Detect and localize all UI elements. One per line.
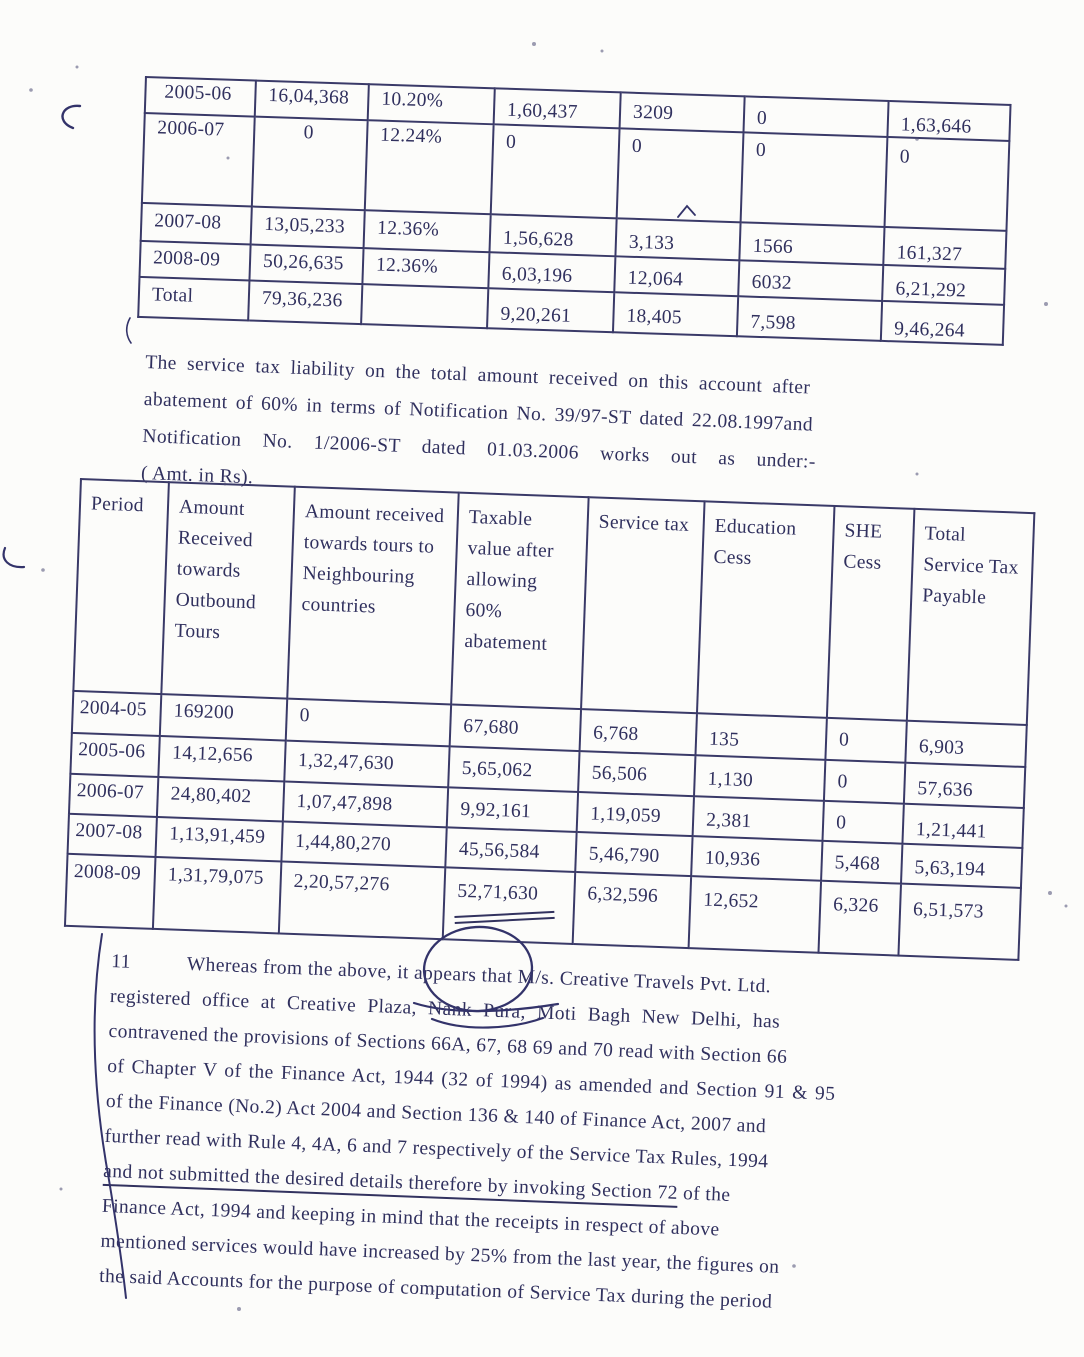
t2-cell: 2,381	[692, 796, 824, 841]
t1-cell: 3,133	[615, 218, 741, 261]
t2-cell: 52,71,630	[442, 867, 576, 944]
t2-cell: 6,32,596	[572, 871, 692, 949]
t1-cell: 7,598	[736, 296, 883, 341]
t2-cell: 2007-08	[67, 813, 157, 857]
t1-cell: 0	[743, 96, 889, 137]
t1-cell: 0	[616, 128, 744, 223]
t1-cell: 10.20%	[367, 84, 495, 125]
t2-cell: 57,636	[903, 762, 1026, 808]
t1-cell: 0	[884, 136, 1010, 231]
t1-cell: 2007-08	[140, 202, 252, 245]
t2-cell: 2005-06	[70, 732, 160, 777]
t2-cell: 0	[822, 800, 904, 844]
double-underline-mark	[454, 910, 555, 925]
t2-header-cell: Amount received towards tours to Neighbo…	[287, 486, 459, 705]
t2-header-cell: Service tax	[581, 497, 705, 714]
para-number: 11	[110, 950, 132, 973]
text-segment: of the	[677, 1182, 731, 1206]
t1-cell: 2005-06	[144, 77, 256, 117]
t2-cell: 5,46,790	[575, 831, 693, 877]
t1-cell: 12,064	[614, 256, 740, 297]
t1-cell: 0	[740, 132, 888, 227]
t1-cell: 12.36%	[363, 210, 491, 253]
t1-cell: 1,60,437	[493, 88, 621, 129]
t1-cell: 1566	[739, 222, 885, 265]
t2-cell: 2004-05	[71, 690, 162, 737]
t2-cell: 2,20,57,276	[278, 861, 446, 940]
t1-cell: 9,46,264	[880, 300, 1005, 345]
t1-cell: 6,21,292	[882, 264, 1006, 305]
t1-cell: 2008-09	[139, 240, 251, 281]
t2-cell: 1,31,79,075	[152, 856, 282, 934]
t2-cell: 169200	[159, 694, 288, 741]
t1-cell: 12.24%	[364, 120, 494, 215]
t2-cell: 56,506	[578, 751, 696, 797]
t2-cell: 1,07,47,898	[282, 781, 449, 828]
t1-cell: 2006-07	[141, 113, 255, 207]
t2-header-cell: Amount Received towards Outbound Tours	[161, 482, 295, 699]
t2-cell: 1,44,80,270	[281, 821, 447, 868]
t2-cell: 0	[825, 717, 907, 763]
t1-cell	[361, 284, 489, 329]
t1-cell: 6,03,196	[488, 252, 616, 293]
service-tax-table: Period Amount Received towards Outbound …	[64, 478, 1035, 961]
t2-cell: 1,32,47,630	[284, 740, 450, 788]
t2-cell: 1,13,91,459	[155, 816, 283, 862]
t1-cell: 161,327	[883, 226, 1007, 269]
t1-cell: 1,63,646	[887, 101, 1011, 141]
t1-cell: 50,26,635	[249, 244, 364, 285]
t2-cell: 24,80,402	[156, 776, 285, 822]
t2-cell: 12,652	[688, 876, 822, 953]
t2-cell: 0	[285, 698, 452, 747]
t2-cell: 10,936	[691, 836, 823, 881]
t1-cell: 9,20,261	[487, 288, 615, 333]
t2-header-cell: Period	[73, 479, 169, 695]
t2-cell: 6,768	[579, 709, 697, 756]
t2-cell: 14,12,656	[158, 736, 286, 782]
t2-cell: 67,680	[449, 704, 582, 752]
margin-tick	[125, 317, 132, 344]
t1-cell: 3209	[619, 92, 745, 133]
t1-cell: 6032	[738, 260, 884, 301]
t1-cell: 16,04,368	[254, 80, 369, 121]
upper-table: 2005-06 16,04,368 10.20% 1,60,437 3209 0…	[137, 76, 1011, 346]
t2-cell: 5,63,194	[901, 843, 1023, 888]
t2-cell: 45,56,584	[445, 827, 577, 872]
t2-header-cell: Total Service Tax Payable	[906, 508, 1035, 726]
t2-cell: 1,130	[694, 755, 826, 801]
t1-cell: 12.36%	[362, 248, 490, 289]
t2-header-cell: SHE Cess	[826, 506, 915, 721]
t2-cell: 6,51,573	[898, 883, 1021, 960]
t2-cell: 0	[823, 759, 906, 804]
table-header-row: Period Amount Received towards Outbound …	[73, 479, 1035, 726]
t2-cell: 5,468	[821, 840, 903, 884]
t2-cell: 9,92,161	[446, 787, 579, 832]
t1-cell: 18,405	[612, 292, 739, 337]
para-11: 11 Whereas from the above, it appears tha…	[99, 944, 912, 1324]
t2-cell: 2008-09	[64, 853, 156, 929]
t1-cell: 1,56,628	[489, 214, 617, 257]
t2-header-cell: Education Cess	[696, 501, 835, 718]
t1-cell: 79,36,236	[248, 280, 363, 325]
margin-curl-top	[61, 104, 82, 130]
t1-cell: 13,05,233	[250, 206, 365, 249]
t1-cell: 0	[490, 124, 620, 219]
t2-header-cell: Taxable value after allowing 60% abateme…	[451, 492, 589, 710]
t1-cell: Total	[138, 276, 250, 321]
t2-cell: 6,326	[818, 880, 902, 956]
t2-cell: 135	[695, 713, 827, 760]
t2-cell: 1,21,441	[902, 803, 1024, 848]
t1-cell: 0	[251, 116, 368, 211]
t2-cell: 6,903	[905, 720, 1027, 767]
taxable-value-2008-09: 52,71,630	[457, 880, 539, 905]
t2-cell: 1,19,059	[576, 792, 695, 837]
t2-cell: 5,65,062	[448, 746, 580, 793]
margin-curl-mid	[2, 546, 26, 569]
t2-cell: 2006-07	[68, 773, 159, 817]
